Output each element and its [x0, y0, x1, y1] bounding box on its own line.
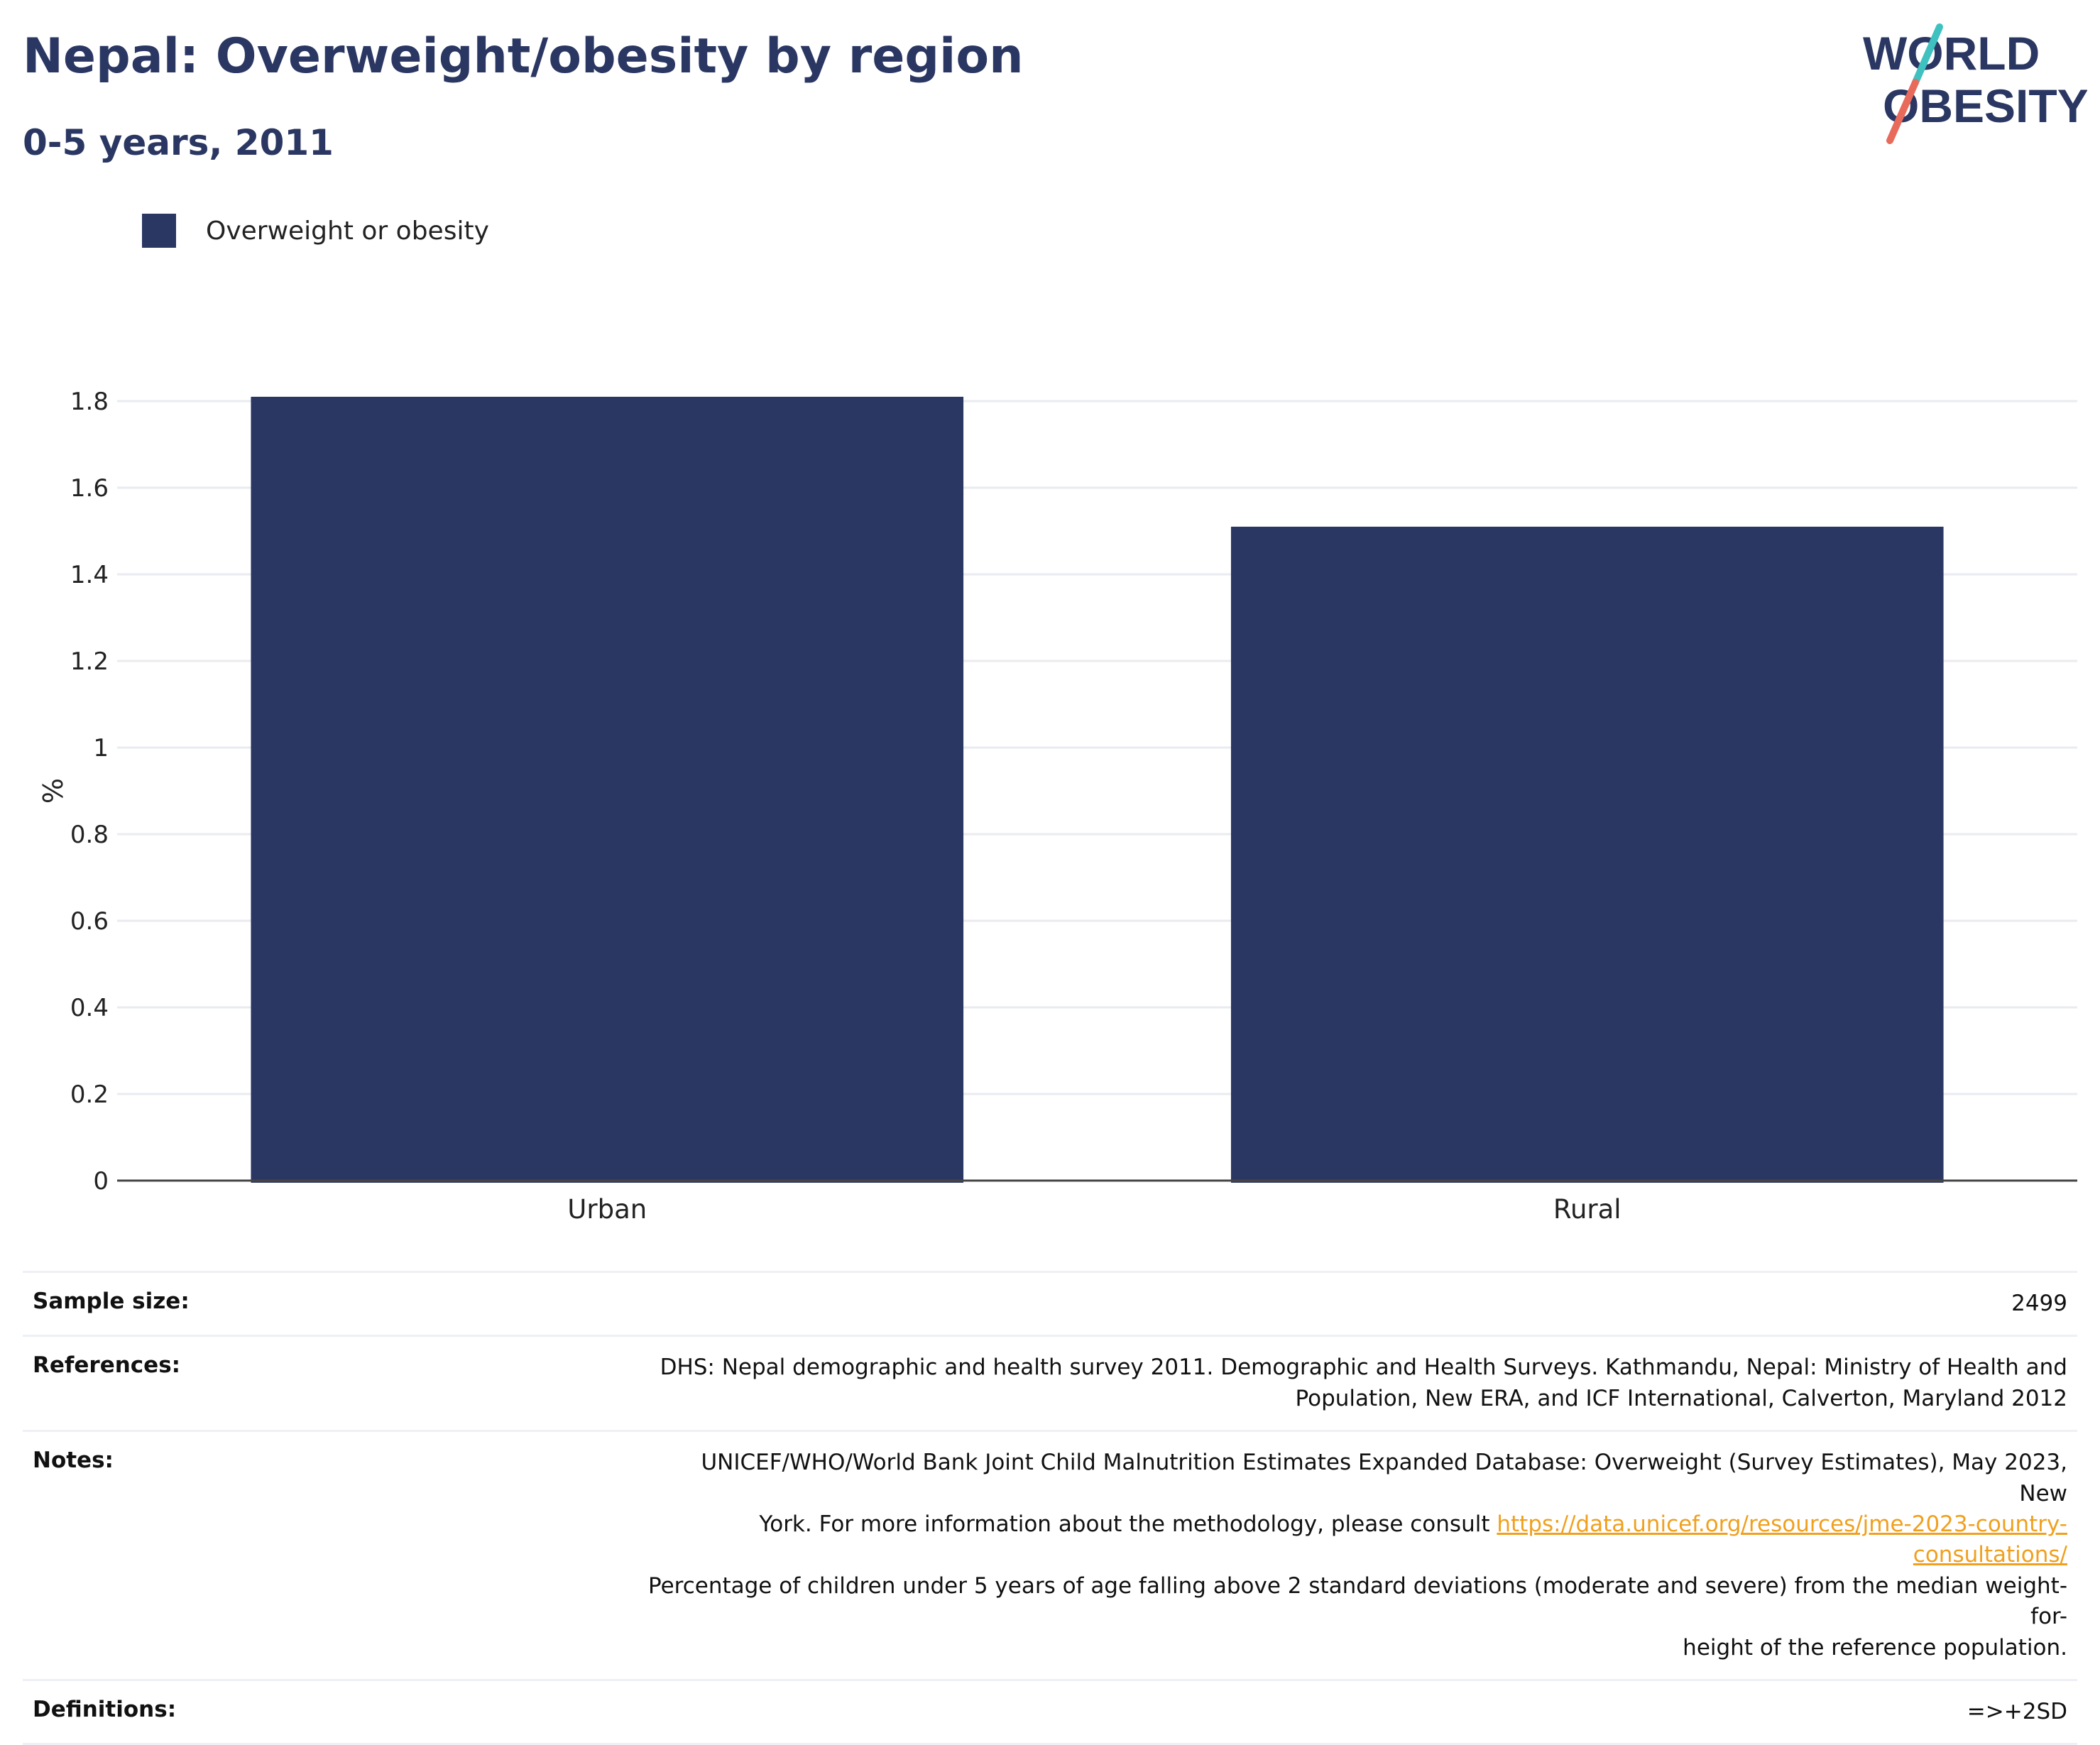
logo-slash-bottom	[1886, 79, 1919, 144]
logo-line1: WORLD	[1863, 27, 2040, 80]
definitions-row: Definitions: =>+2SD	[23, 1678, 2077, 1745]
chart-title: Nepal: Overweight/obesity by region	[23, 28, 1024, 84]
references-value: DHS: Nepal demographic and health survey…	[660, 1352, 2067, 1414]
y-tick-label: 1.4	[70, 561, 109, 589]
y-tick-label: 1.6	[70, 474, 109, 503]
world-obesity-logo: WORLD OBESITY	[1863, 23, 2087, 144]
logo-slash-top	[1912, 23, 1943, 86]
y-tick-label: 0.2	[70, 1081, 109, 1109]
y-tick-label: 0.4	[70, 994, 109, 1022]
chart-subtitle: 0-5 years, 2011	[23, 122, 334, 163]
notes-label: Notes:	[33, 1448, 114, 1474]
notes-line2-prefix: York. For more information about the met…	[759, 1511, 1497, 1537]
notes-line4: height of the reference population.	[1683, 1634, 2067, 1661]
metadata-table: Sample size: 2499 References: DHS: Nepal…	[23, 1271, 2077, 1745]
notes-line3: Percentage of children under 5 years of …	[647, 1572, 2067, 1630]
references-line2: Population, New ERA, and ICF Internation…	[1295, 1385, 2067, 1411]
notes-line1: UNICEF/WHO/World Bank Joint Child Malnut…	[701, 1450, 2067, 1506]
y-tick-label: 0.6	[70, 907, 109, 936]
bar-urban	[251, 396, 964, 1183]
notes-row: Notes: UNICEF/WHO/World Bank Joint Child…	[23, 1430, 2077, 1679]
y-tick-label: 1	[93, 734, 109, 762]
bar-rural	[1230, 526, 1944, 1183]
bar-chart: 0 0.2 0.4 0.6 0.8 1 1.2 1.4 1.6 1.8 Urban Rural%	[36, 388, 2077, 1225]
legend-label: Overweight or obesity	[206, 216, 489, 246]
references-row: References: DHS: Nepal demographic and h…	[23, 1335, 2077, 1430]
definitions-label: Definitions:	[33, 1696, 177, 1722]
notes-value: UNICEF/WHO/World Bank Joint Child Malnut…	[647, 1448, 2067, 1663]
y-tick-label: 0.8	[70, 821, 109, 849]
sample-size-value: 2499	[2011, 1291, 2067, 1316]
references-line1: DHS: Nepal demographic and health survey…	[660, 1355, 2067, 1381]
chart-legend[interactable]: Overweight or obesity	[142, 213, 489, 248]
logo-line2: OBESITY	[1883, 80, 2087, 132]
references-label: References:	[33, 1352, 181, 1379]
y-tick-label: 1.2	[70, 647, 109, 676]
y-tick-label: 0	[93, 1167, 109, 1196]
methodology-link[interactable]: https://data.unicef.org/resources/jme-20…	[1497, 1511, 2067, 1568]
y-axis-title: %	[36, 778, 67, 804]
sample-size-row: Sample size: 2499	[23, 1271, 2077, 1335]
x-tick-label: Rural	[1553, 1194, 1622, 1225]
definitions-value: =>+2SD	[1967, 1698, 2067, 1724]
x-tick-label: Urban	[567, 1194, 647, 1225]
y-tick-label: 1.8	[70, 388, 109, 416]
legend-swatch	[142, 214, 176, 248]
sample-size-label: Sample size:	[33, 1289, 190, 1314]
